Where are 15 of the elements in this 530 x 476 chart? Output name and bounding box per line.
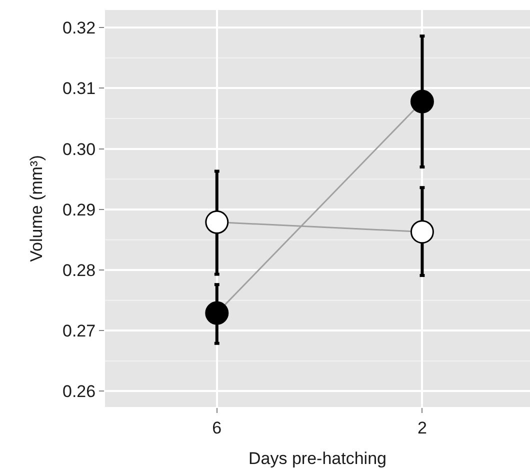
y-tick-label: 0.27 (62, 322, 96, 341)
y-tick-label: 0.28 (62, 260, 96, 280)
point (410, 90, 434, 114)
y-tick-label: 0.29 (62, 200, 96, 220)
y-axis-title: Volume (mm³) (27, 155, 46, 262)
y-tick-label: 0.32 (62, 18, 96, 38)
y-tick-label: 0.26 (62, 382, 96, 402)
point (410, 220, 434, 244)
point (205, 210, 229, 234)
x-tick-label: 6 (212, 418, 222, 438)
y-tick-label: 0.30 (62, 140, 96, 159)
x-tick-label: 2 (417, 418, 427, 438)
y-tick-label: 0.31 (62, 79, 96, 98)
x-axis-title: Days pre-hatching (248, 448, 386, 468)
point (205, 301, 229, 325)
